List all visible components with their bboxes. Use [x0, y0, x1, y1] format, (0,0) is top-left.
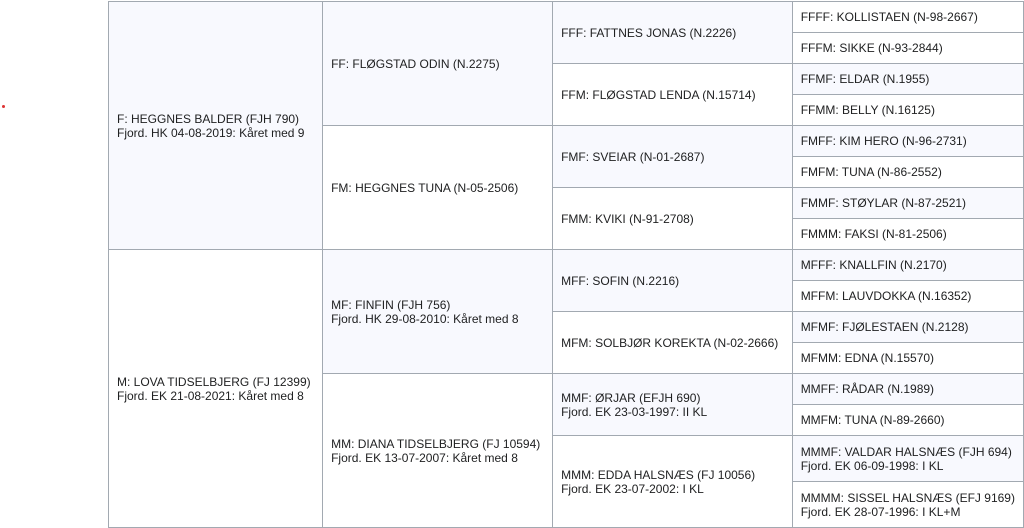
- ancestor-evaluation: Fjord. EK 23-03-1997: II KL: [561, 404, 708, 419]
- ancestor-name[interactable]: FMMM: FAKSI (N-81-2506): [800, 227, 947, 241]
- ancestor-cell-fmm[interactable]: FMM: KVIKI (N-91-2708): [552, 187, 793, 250]
- ancestor-name[interactable]: F: HEGGNES BALDER (FJH 790): [117, 111, 300, 126]
- pedigree-row: FMFM: TUNA (N-86-2552): [109, 156, 1024, 188]
- ancestor-name[interactable]: MMFM: TUNA (N-89-2660): [800, 413, 945, 427]
- ancestor-evaluation: Fjord. EK 21-08-2021: Kåret med 8: [117, 388, 304, 403]
- ancestor-name[interactable]: MMM: EDDA HALSNÆS (FJ 10056): [561, 467, 756, 482]
- ancestor-name[interactable]: FM: HEGGNES TUNA (N-05-2506): [331, 180, 519, 195]
- pedigree-row: M: LOVA TIDSELBJERG (FJ 12399) Fjord. EK …: [107, 249, 1024, 528]
- ancestor-cell-ffmm[interactable]: FFMM: BELLY (N.16125): [791, 94, 1024, 126]
- ancestor-evaluation: Fjord. EK 06-09-1998: I KL: [800, 458, 944, 473]
- ancestor-evaluation: Fjord. EK 28-07-1996: I KL+M: [800, 504, 961, 519]
- ancestor-name[interactable]: MFF: SOFIN (N.2216): [561, 273, 680, 288]
- ancestor-evaluation: Fjord. EK 13-07-2007: Kåret med 8: [331, 450, 518, 465]
- ancestor-cell-mmff[interactable]: MMFF: RÅDAR (N.1989): [791, 373, 1024, 405]
- pedigree-row: MMMM: SISSEL HALSNÆS (EFJ 9169) Fjord. EK…: [109, 481, 1024, 528]
- ancestor-name[interactable]: FMM: KVIKI (N-91-2708): [561, 211, 694, 226]
- ancestor-cell-mmf[interactable]: MMF: ØRJAR (EFJH 690) Fjord. EK 23-03-199…: [552, 373, 793, 436]
- ancestor-cell-mm[interactable]: MM: DIANA TIDSELBJERG (FJ 10594) Fjord. E…: [322, 373, 554, 528]
- ancestor-name[interactable]: FFM: FLØGSTAD LENDA (N.15714): [561, 87, 756, 102]
- ancestor-name[interactable]: MFFM: LAUVDOKKA (N.16352): [800, 289, 972, 303]
- pedigree-row: MM: DIANA TIDSELBJERG (FJ 10594) Fjord. E…: [109, 373, 1024, 528]
- pedigree-row: F: HEGGNES BALDER (FJH 790) Fjord. HK 04-…: [107, 1, 1024, 250]
- ancestor-name[interactable]: FFMF: ELDAR (N.1955): [800, 72, 930, 86]
- ancestor-cell-ffm[interactable]: FFM: FLØGSTAD LENDA (N.15714): [552, 63, 793, 126]
- ancestor-name[interactable]: M: LOVA TIDSELBJERG (FJ 12399): [117, 374, 311, 389]
- ancestor-cell-fmmf[interactable]: FMMF: STØYLAR (N-87-2521): [791, 187, 1024, 219]
- ancestor-cell-mffm[interactable]: MFFM: LAUVDOKKA (N.16352): [791, 280, 1024, 312]
- ancestor-cell-mff[interactable]: MFF: SOFIN (N.2216): [552, 249, 793, 312]
- ancestor-cell-ffmf[interactable]: FFMF: ELDAR (N.1955): [791, 63, 1024, 95]
- ancestor-name[interactable]: MF: FINFIN (FJH 756): [331, 297, 451, 312]
- ancestor-name[interactable]: FMMF: STØYLAR (N-87-2521): [800, 196, 967, 210]
- pedigree-row: FFFM: SIKKE (N-93-2844): [109, 32, 1024, 64]
- ancestor-cell-fm[interactable]: FM: HEGGNES TUNA (N-05-2506): [322, 125, 554, 250]
- ancestor-name[interactable]: FMF: SVEIAR (N-01-2687): [561, 149, 705, 164]
- ancestor-cell-fmff[interactable]: FMFF: KIM HERO (N-96-2731): [791, 125, 1024, 157]
- red-marker-dot: [2, 105, 5, 108]
- ancestor-cell-fff[interactable]: FFF: FATTNES JONAS (N.2226): [552, 1, 793, 64]
- ancestor-evaluation: Fjord. EK 23-07-2002: I KL: [561, 481, 704, 496]
- ancestor-evaluation: Fjord. HK 04-08-2019: Kåret med 9: [117, 125, 305, 140]
- pedigree-row: FMMM: FAKSI (N-81-2506): [109, 218, 1024, 250]
- ancestor-evaluation: Fjord. HK 29-08-2010: Kåret med 8: [331, 311, 519, 326]
- ancestor-cell-ffff[interactable]: FFFF: KOLLISTAEN (N-98-2667): [791, 1, 1024, 33]
- ancestor-cell-mmm[interactable]: MMM: EDDA HALSNÆS (FJ 10056) Fjord. EK 23…: [552, 435, 793, 528]
- ancestor-name[interactable]: MFMF: FJØLESTAEN (N.2128): [800, 320, 969, 334]
- ancestor-cell-fffm[interactable]: FFFM: SIKKE (N-93-2844): [791, 32, 1024, 64]
- pedigree-row: MFM: SOLBJØR KOREKTA (N-02-2666) MFMF: FJ…: [109, 311, 1024, 374]
- ancestor-cell-mfff[interactable]: MFFF: KNALLFIN (N.2170): [791, 249, 1024, 281]
- ancestor-cell-mfmf[interactable]: MFMF: FJØLESTAEN (N.2128): [791, 311, 1024, 343]
- ancestor-name[interactable]: MFM: SOLBJØR KOREKTA (N-02-2666): [561, 335, 779, 350]
- ancestor-name[interactable]: FFMM: BELLY (N.16125): [800, 103, 935, 117]
- ancestor-cell-fmfm[interactable]: FMFM: TUNA (N-86-2552): [791, 156, 1024, 188]
- pedigree-row: FFMM: BELLY (N.16125): [109, 94, 1024, 126]
- ancestor-cell-fmf[interactable]: FMF: SVEIAR (N-01-2687): [552, 125, 793, 188]
- ancestor-name[interactable]: MMMF: VALDAR HALSNÆS (FJH 694): [800, 444, 1012, 459]
- ancestor-name[interactable]: FFFF: KOLLISTAEN (N-98-2667): [800, 10, 978, 24]
- ancestor-cell-mf[interactable]: MF: FINFIN (FJH 756) Fjord. HK 29-08-2010…: [322, 249, 554, 374]
- pedigree-row: FMM: KVIKI (N-91-2708) FMMF: STØYLAR (N-8…: [109, 187, 1024, 250]
- pedigree-table: F: HEGGNES BALDER (FJH 790) Fjord. HK 04-…: [107, 1, 1024, 528]
- ancestor-cell-mmfm[interactable]: MMFM: TUNA (N-89-2660): [791, 404, 1024, 436]
- ancestor-cell-mfm[interactable]: MFM: SOLBJØR KOREKTA (N-02-2666): [552, 311, 793, 374]
- ancestor-cell-mmmf[interactable]: MMMF: VALDAR HALSNÆS (FJH 694) Fjord. EK …: [791, 435, 1024, 482]
- ancestor-name[interactable]: MMF: ØRJAR (EFJH 690): [561, 390, 701, 405]
- ancestor-cell-fmmm[interactable]: FMMM: FAKSI (N-81-2506): [791, 218, 1024, 250]
- ancestor-cell-mfmm[interactable]: MFMM: EDNA (N.15570): [791, 342, 1024, 374]
- pedigree-row: MFMM: EDNA (N.15570): [109, 342, 1024, 374]
- pedigree-row: FM: HEGGNES TUNA (N-05-2506) FMF: SVEIAR …: [109, 125, 1024, 250]
- ancestor-name[interactable]: MM: DIANA TIDSELBJERG (FJ 10594): [331, 436, 541, 451]
- ancestor-name[interactable]: MMMM: SISSEL HALSNÆS (EFJ 9169): [800, 490, 1015, 505]
- ancestor-name[interactable]: FMFM: TUNA (N-86-2552): [800, 165, 942, 179]
- ancestor-cell-f[interactable]: F: HEGGNES BALDER (FJH 790) Fjord. HK 04-…: [107, 1, 324, 250]
- ancestor-name[interactable]: MFFF: KNALLFIN (N.2170): [800, 258, 947, 272]
- ancestor-name[interactable]: FFFM: SIKKE (N-93-2844): [800, 41, 943, 55]
- ancestor-name[interactable]: FF: FLØGSTAD ODIN (N.2275): [331, 56, 500, 71]
- ancestor-cell-mmmm[interactable]: MMMM: SISSEL HALSNÆS (EFJ 9169) Fjord. EK…: [791, 481, 1024, 528]
- ancestor-name[interactable]: MMFF: RÅDAR (N.1989): [800, 382, 935, 396]
- ancestor-cell-ff[interactable]: FF: FLØGSTAD ODIN (N.2275): [322, 1, 554, 126]
- ancestor-name[interactable]: FFF: FATTNES JONAS (N.2226): [561, 25, 737, 40]
- ancestor-cell-m[interactable]: M: LOVA TIDSELBJERG (FJ 12399) Fjord. EK …: [107, 249, 324, 528]
- ancestor-name[interactable]: FMFF: KIM HERO (N-96-2731): [800, 134, 967, 148]
- ancestor-name[interactable]: MFMM: EDNA (N.15570): [800, 351, 935, 365]
